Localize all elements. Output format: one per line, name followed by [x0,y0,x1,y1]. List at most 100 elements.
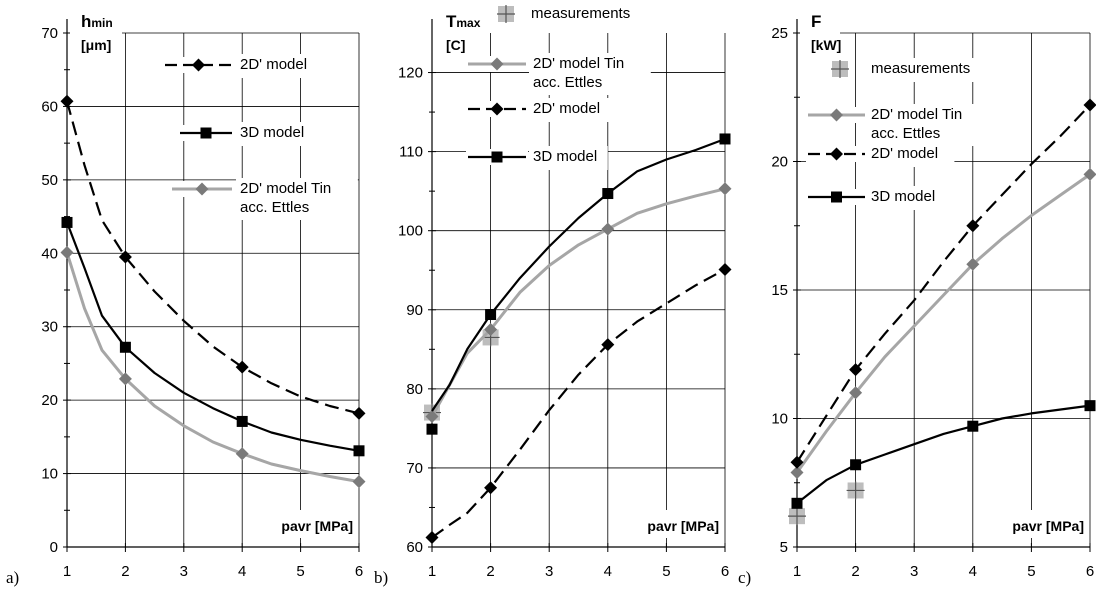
data-point [484,481,498,495]
data-point [235,447,249,461]
legend-marker [490,57,504,71]
x-tick-label: 2 [121,563,129,580]
legend-label: 2D' model [533,100,600,117]
legend-text-bg [236,54,324,78]
data-point [846,481,865,500]
series-2 [790,98,1096,469]
series-line [431,137,726,412]
data-point [601,338,615,352]
y-tick-label: 60 [406,539,423,556]
x-axis-title-bg [259,510,357,538]
legend-label-line: 2D' model [871,145,938,162]
y-tick-label: 70 [406,460,423,477]
data-point [425,531,439,545]
legend-text-bg [867,58,981,82]
data-point [352,475,366,489]
legend-marker [831,191,842,203]
x-axis-label: pavr [MPa] [647,518,719,534]
legend-marker [831,60,849,78]
data-point [236,415,248,427]
y-axis-unit: [kW] [811,37,841,53]
legend-label: 2D' model Tin acc. Ettles [533,55,624,91]
legend-marker [490,102,504,116]
y-axis-label-sub: max [456,16,480,30]
legend-label-line: 2D' model Tin [871,106,962,123]
series-3 [791,400,1096,509]
y-axis-title: Tmax [C] [435,11,481,57]
y-tick-label: 120 [398,65,423,82]
series-line [431,268,726,539]
series-1 [61,216,365,457]
x-tick-label: 1 [428,563,436,580]
legend-label: 2D' model Tin acc. Ettles [240,180,331,216]
data-point [601,222,615,236]
y-tick-label: 10 [41,466,58,483]
legend-label: 3D model [533,148,597,165]
series-line [796,104,1091,463]
legend-text-bg [529,53,651,95]
data-point [425,410,439,424]
chart-panel-1: 0 10 20 30 40 50 60 70 1 2 3 4 5 6 hmin [μm] pavr [MPa] 2… [6,11,366,587]
y-axis-label-main: h [81,12,91,31]
x-tick-label: 4 [969,563,977,580]
y-axis-label: Tmax [446,12,481,31]
legend-label-line: 2D' model [533,100,600,117]
legend-label: measurements [531,5,630,22]
legend: 2D' model 3D model 2D' model Tin acc. Ettle… [163,54,358,220]
legend-text-bg [867,186,946,210]
data-point [1084,400,1096,412]
y-axis-label-main: T [446,12,457,31]
data-point [967,420,979,432]
legend-text-bg [527,3,641,27]
legend-label-line: measurements [531,5,630,22]
x-tick-label: 4 [238,563,246,580]
chart-panel-2: 60 70 80 90 100 110 120 1 2 3 4 5 6 Tmax [C] pavr [MPa]… [374,3,732,587]
legend-text-bg [867,104,989,146]
legend-text-bg [236,178,358,220]
y-tick-label: 50 [41,172,58,189]
legend-label: 3D model [871,188,935,205]
legend-label-line: 2D' model Tin [533,55,624,72]
series-1 [425,182,732,424]
y-axis-title: F [kW] [800,11,841,57]
data-point [850,459,862,471]
legend-label-line: 3D model [240,124,304,141]
x-tick-label: 3 [910,563,918,580]
y-tick-label: 5 [780,539,788,556]
legend-marker [200,127,212,139]
legend-label: 2D' model [871,145,938,162]
legend-marker [491,151,503,163]
data-point [353,445,365,457]
data-point [966,219,980,233]
y-tick-label: 80 [406,381,423,398]
x-axis-title: pavr [MPa] [990,510,1088,538]
x-axis-label: pavr [MPa] [1012,518,1084,534]
legend-text-bg [529,98,617,122]
y-axis-label-main: F [811,12,821,31]
x-tick-label: 5 [1027,563,1035,580]
panel-label: a) [6,568,19,587]
x-tick-label: 1 [63,563,71,580]
data-point [718,262,732,276]
series-line [430,187,726,418]
data-point [60,94,74,108]
x-axis-label: pavr [MPa] [281,518,353,534]
series-line [65,222,360,452]
legend-label: 3D model [240,124,304,141]
data-point [352,406,366,420]
data-point [235,360,249,374]
y-tick-label: 30 [41,319,58,336]
x-axis-title: pavr [MPa] [625,510,723,538]
y-tick-label: 25 [771,25,788,42]
series-3 [426,133,731,435]
legend-marker [192,58,205,72]
series-0 [788,481,865,526]
panel-label: c) [738,568,751,587]
panel-label: b) [374,568,388,587]
series-2 [60,246,366,489]
y-axis-unit: [C] [446,37,465,53]
series-line [65,252,360,484]
series-2 [425,262,732,545]
x-tick-label: 6 [355,563,363,580]
